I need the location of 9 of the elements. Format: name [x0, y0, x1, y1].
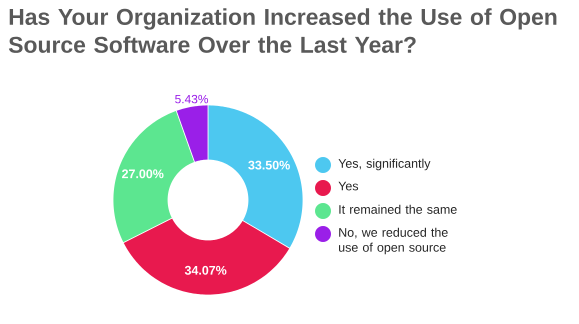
legend-label: No, we reduced the use of open source — [339, 228, 448, 254]
legend-label: Yes — [338, 182, 358, 190]
legend-label: It remained the same — [339, 204, 457, 214]
chart-title: Has Your Organization Increased the Use of Open Source Software Over the Last Year? — [8, 8, 556, 53]
data-label: 34.07% — [184, 266, 226, 275]
data-label: 33.50% — [248, 160, 290, 170]
data-label: 5.43% — [175, 94, 208, 104]
data-label: 27.00% — [122, 169, 164, 178]
legend-label: Yes, significantly — [338, 158, 430, 170]
